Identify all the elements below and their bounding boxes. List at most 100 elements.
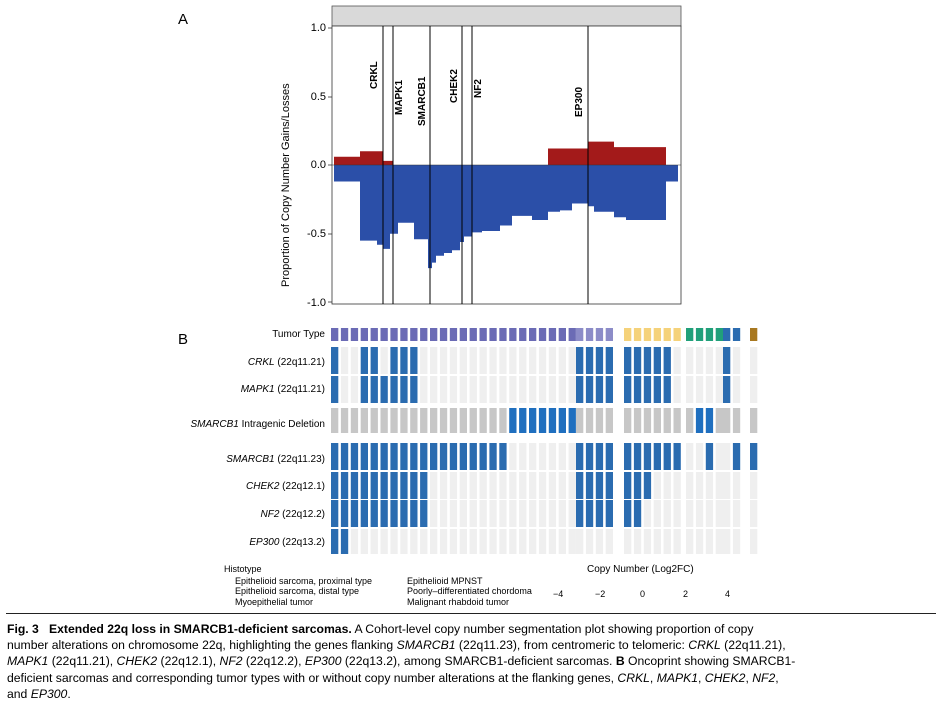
oncoprint-cell [370,376,378,403]
oncoprint-cell [585,376,594,403]
oncoprint-cell [509,529,517,554]
loss-bar [666,165,678,182]
oncoprint-cell [750,472,758,499]
oncoprint-cell [400,376,408,403]
oncoprint-cell [529,376,537,403]
oncoprint-cell [705,500,714,527]
histotype-legend-item: Epithelioid MPNST [407,576,483,586]
copy-number-segmentation-plot [328,5,682,305]
oncoprint-cell [459,500,467,527]
oncoprint-cell [360,408,368,433]
oncoprint-cell [439,443,448,470]
oncoprint-cell [624,408,632,433]
oncoprint-cell [643,376,652,403]
oncoprint-cell [686,500,694,527]
oncoprint-cell [723,500,731,527]
oncoprint-cell [370,443,378,470]
oncoprint-cell [585,472,594,499]
loss-bar [626,165,666,220]
oncoprint-cell [519,408,527,433]
histotype-legend-item: Myoepithelial tumor [235,597,314,607]
oncoprint-cell [595,529,604,554]
oncoprint-cell [529,472,537,499]
oncoprint-cell [695,472,704,499]
oncoprint-cell [673,408,681,433]
oncoprint-cell [400,529,408,554]
loss-bar [414,165,423,240]
loss-bar [512,165,526,216]
oncoprint-cell [633,472,642,499]
oncoprint-cell [499,347,507,374]
oncoprint-cell [705,347,714,374]
oncoprint-cell [605,408,613,433]
oncoprint-cell [705,472,714,499]
cn-tick-label: 2 [683,589,689,599]
oncoprint-cell [673,347,681,374]
histotype-legend-item: Epithelioid sarcoma, proximal type [235,576,373,586]
caption-fig-number: Fig. 3 [7,622,39,636]
oncoprint-cell [568,347,576,374]
oncoprint-cell [633,443,642,470]
oncoprint-cell [558,443,566,470]
oncoprint-cell [538,408,547,433]
oncoprint-cell [410,472,418,499]
oncoprint-cell [499,500,507,527]
oncoprint-cell [732,529,741,554]
panel-b-label: B [178,331,189,348]
loss-bars [334,165,678,269]
oncoprint-cell [633,408,642,433]
oncoprint-cell [568,408,576,433]
gain-bars [334,141,666,165]
oncoprint-cell [548,376,557,403]
oncoprint-cell [459,443,467,470]
oncoprint-cell [331,376,339,403]
oncoprint-cell [400,472,408,499]
oncoprint-cell [548,443,557,470]
oncoprint-cell [420,408,428,433]
oncoprint-cell [595,376,604,403]
oncoprint-cell [350,408,359,433]
oncoprint-cell [439,408,448,433]
oncoprint-cell [489,347,497,374]
oncoprint-cell [479,529,487,554]
oncoprint-cell [489,529,497,554]
tumor-type-cell [538,328,547,341]
oncoprint-cell [715,347,723,374]
tumor-type-cell [469,328,477,341]
tumor-type-cell [663,328,671,341]
gain-bar [548,148,588,165]
loss-bar [614,165,626,218]
panel-a-label: A [178,11,189,28]
gene-label-mapk1: MAPK1 [394,79,405,115]
oncoprint-cell [479,500,487,527]
oncoprint-cell [643,529,652,554]
oncoprint-cell [479,408,487,433]
oncoprint-cell [370,529,378,554]
tumor-type-cell [449,328,458,341]
oncoprint-cell [548,500,557,527]
oncoprint-cell [653,472,661,499]
oncoprint-cell [509,500,517,527]
oncoprint-cell [686,376,694,403]
oncoprint-cell [558,500,566,527]
oncoprint-cell [410,500,418,527]
oncoprint-cell [624,443,632,470]
oncoprint-cell [340,443,349,470]
row-label-tumor-type: Tumor Type [272,329,325,340]
oncoprint-cell [499,408,507,433]
oncoprint-cell [350,529,359,554]
oncoprint-cell [624,529,632,554]
oncoprint-cell [750,347,758,374]
oncoprint-cell [331,347,339,374]
row-label-smarcb1: SMARCB1 (22q11.23) [226,454,325,465]
oncoprint-cell [380,443,388,470]
oncoprint-cell [548,529,557,554]
oncoprint-cell [568,472,576,499]
oncoprint-cell [420,529,428,554]
oncoprint-cell [624,347,632,374]
tumor-type-cell [653,328,661,341]
caption-title: Extended 22q loss in SMARCB1-deficient s… [49,622,352,636]
oncoprint-cell [653,376,661,403]
tumor-type-cell [568,328,576,341]
oncoprint-cell [331,500,339,527]
